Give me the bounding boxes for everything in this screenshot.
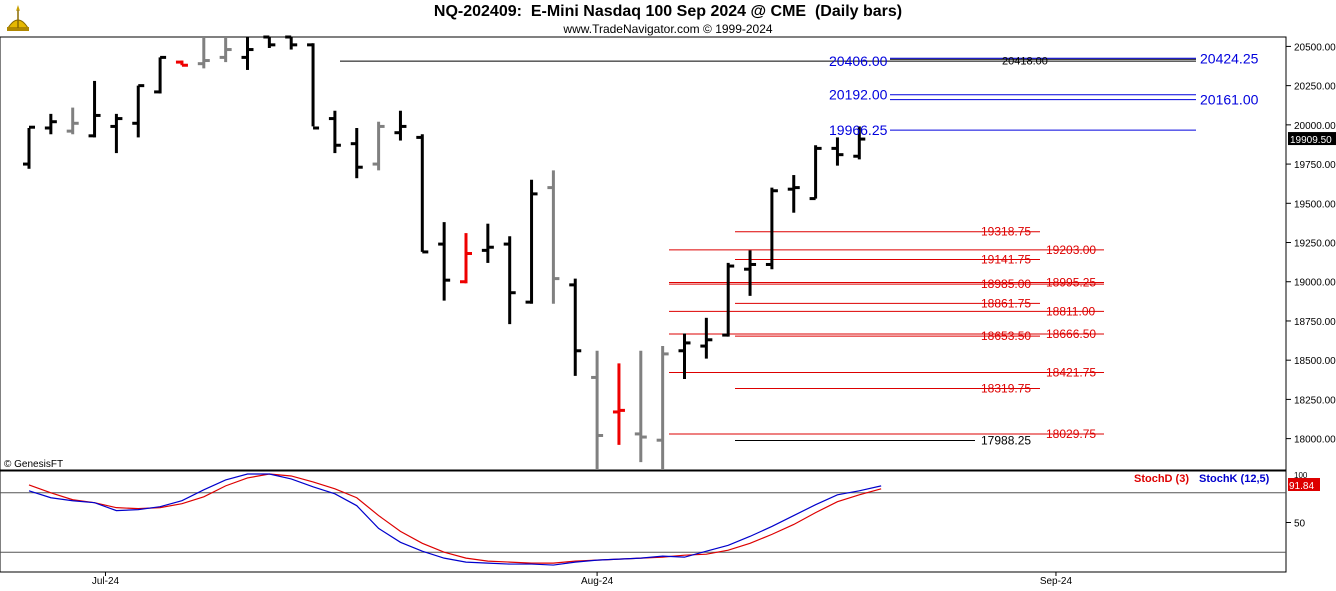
lower-level-label: 18319.75	[981, 381, 1031, 395]
watermark-label: © GenesisFT	[4, 459, 63, 470]
price-pane	[0, 36, 1287, 471]
lower-level-label: 18985.00	[981, 277, 1031, 291]
lower-level-label: 18653.50	[981, 329, 1031, 343]
price-tick-label: 20500.00	[1294, 42, 1336, 53]
stochastic-pane	[0, 470, 1287, 573]
last-price-label: 19909.50	[1290, 135, 1332, 146]
upper-level-label: 20424.25	[1200, 50, 1259, 66]
price-tick-label: 18000.00	[1294, 435, 1336, 446]
lower-level-label: 19318.75	[981, 225, 1031, 239]
support-level-label: 17988.25	[981, 433, 1031, 447]
time-tick-label: Aug-24	[581, 576, 614, 587]
lower-level-label: 18029.75	[1046, 427, 1096, 441]
stoch-d-legend: StochD (3)	[1134, 473, 1189, 485]
time-tick-label: Jul-24	[92, 576, 120, 587]
stoch-last-flag	[1288, 478, 1320, 491]
lower-level-label: 18666.50	[1046, 327, 1096, 341]
price-tick-label: 18500.00	[1294, 356, 1336, 367]
chart-subtitle: www.TradeNavigator.com © 1999-2024	[563, 22, 773, 36]
time-tick-label: Sep-24	[1040, 576, 1073, 587]
price-tick-label: 18250.00	[1294, 395, 1336, 406]
price-tick-label: 19250.00	[1294, 239, 1336, 250]
header: NQ-202409: E-Mini Nasdaq 100 Sep 2024 @ …	[0, 0, 1336, 37]
upper-level-label: 20406.00	[829, 53, 888, 69]
stoch-k-legend: StochK (12,5)	[1199, 473, 1270, 485]
price-tick-label: 19000.00	[1294, 278, 1336, 289]
price-tick-label: 20000.00	[1294, 121, 1336, 132]
price-tick-label: 19750.00	[1294, 160, 1336, 171]
stoch-top-tick-label: 100	[1294, 471, 1308, 480]
lower-level-label: 18421.75	[1046, 365, 1096, 379]
price-tick-label: 19500.00	[1294, 199, 1336, 210]
price-tick-label: 18750.00	[1294, 317, 1336, 328]
upper-level-label: 19966.25	[829, 122, 888, 138]
lower-level-label: 18811.00	[1046, 304, 1095, 318]
lower-level-label: 19141.75	[981, 253, 1031, 267]
trade-navigator-logo-icon	[2, 2, 34, 34]
chart-title: NQ-202409: E-Mini Nasdaq 100 Sep 2024 @ …	[433, 3, 903, 20]
stoch-tick-label: 50	[1294, 519, 1306, 530]
lower-level-label: 19203.00	[1046, 243, 1096, 257]
lower-level-label: 18861.75	[981, 296, 1031, 310]
upper-level-label: 20192.00	[829, 87, 888, 103]
last-price-flag	[1288, 132, 1336, 146]
upper-level-label: 20161.00	[1200, 92, 1259, 108]
upper-level-label: 20418.00	[1002, 55, 1048, 67]
stoch-d-line	[28, 473, 882, 564]
stoch-last-label: 91.84	[1289, 481, 1314, 492]
lower-level-label: 18995.25	[1046, 275, 1096, 289]
stoch-k-line	[28, 473, 882, 566]
price-tick-label: 20250.00	[1294, 82, 1336, 93]
